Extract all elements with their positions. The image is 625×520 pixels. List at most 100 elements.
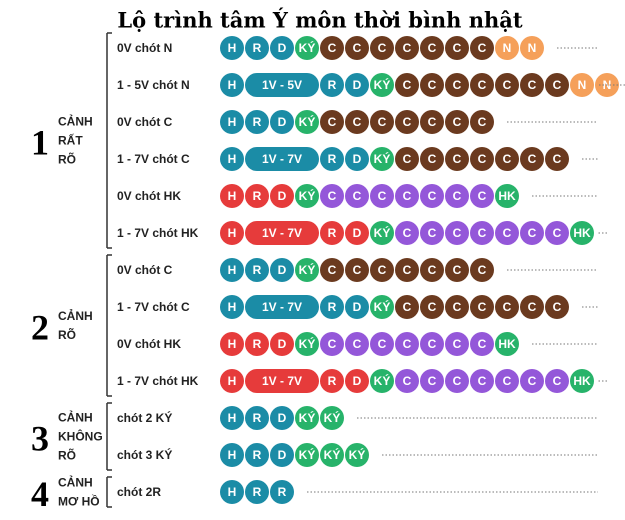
token: [420, 73, 444, 97]
token: [445, 369, 469, 393]
token: [245, 406, 269, 430]
token: [495, 221, 519, 245]
token-label: D: [353, 78, 362, 92]
token-label: C: [528, 226, 537, 240]
token: [245, 369, 319, 393]
token: [370, 369, 394, 393]
token-label: KÝ: [349, 447, 366, 462]
token-label: R: [253, 115, 262, 129]
token: [295, 36, 319, 60]
token: [220, 480, 244, 504]
token-label: C: [453, 226, 462, 240]
token-label: H: [228, 300, 237, 314]
token: [220, 406, 244, 430]
token-label: C: [403, 300, 412, 314]
group-label: RÕ: [58, 152, 76, 167]
token-label: H: [228, 485, 237, 499]
token-label: C: [353, 337, 362, 351]
token: [495, 295, 519, 319]
token-label: C: [428, 189, 437, 203]
group-label: KHÔNG: [58, 429, 103, 444]
token-label: H: [228, 41, 237, 55]
token: [270, 258, 294, 282]
token: [495, 332, 519, 356]
token: [545, 295, 569, 319]
token: [320, 221, 344, 245]
token: [370, 36, 394, 60]
token: [570, 369, 594, 393]
token-label: KÝ: [299, 40, 316, 55]
token: [295, 406, 319, 430]
token-label: H: [228, 337, 237, 351]
token: [320, 110, 344, 134]
token-label: R: [253, 485, 262, 499]
title: Lộ trình tâm Ý môn thời bình nhật: [117, 8, 523, 33]
token: [245, 332, 269, 356]
token-label: KÝ: [299, 336, 316, 351]
token: [470, 295, 494, 319]
token-label: C: [478, 300, 487, 314]
token: [345, 332, 369, 356]
token: [320, 184, 344, 208]
token: [545, 147, 569, 171]
token-label: D: [278, 448, 287, 462]
token: [245, 443, 269, 467]
token-label: C: [428, 300, 437, 314]
token-label: R: [253, 337, 262, 351]
token: [495, 73, 519, 97]
token-label: D: [278, 41, 287, 55]
token: [220, 258, 244, 282]
token: [470, 184, 494, 208]
group-number: 3: [31, 419, 49, 459]
token-label: 1V - 7V: [262, 152, 302, 166]
token: [320, 73, 344, 97]
token: [445, 36, 469, 60]
token-label: C: [403, 374, 412, 388]
token: [220, 369, 244, 393]
token: [295, 443, 319, 467]
token-label: KÝ: [324, 447, 341, 462]
token-label: C: [453, 263, 462, 277]
token: [245, 221, 319, 245]
token-label: C: [353, 115, 362, 129]
row-label: 1 - 7V chót C: [117, 152, 190, 166]
token: [370, 295, 394, 319]
token: [495, 147, 519, 171]
token: [320, 369, 344, 393]
token: [370, 258, 394, 282]
token-label: C: [503, 78, 512, 92]
token: [220, 147, 244, 171]
token-label: C: [453, 374, 462, 388]
token-label: C: [328, 337, 337, 351]
token-label: C: [478, 374, 487, 388]
token: [245, 110, 269, 134]
token: [470, 73, 494, 97]
token-label: C: [528, 374, 537, 388]
token: [545, 369, 569, 393]
token: [345, 443, 369, 467]
token: [420, 369, 444, 393]
token: [520, 369, 544, 393]
token: [570, 221, 594, 245]
token: [370, 73, 394, 97]
token-label: C: [503, 374, 512, 388]
token-label: R: [278, 485, 287, 499]
row-label: 0V chót C: [117, 115, 173, 129]
token-label: HK: [498, 337, 516, 351]
token: [520, 73, 544, 97]
token-label: R: [328, 300, 337, 314]
token: [345, 184, 369, 208]
token: [370, 110, 394, 134]
token-label: KÝ: [374, 225, 391, 240]
token-label: 1V - 7V: [262, 226, 302, 240]
token-label: C: [378, 263, 387, 277]
token-label: C: [553, 300, 562, 314]
token-label: C: [478, 189, 487, 203]
token-label: C: [378, 115, 387, 129]
token-label: C: [453, 78, 462, 92]
token-label: C: [478, 337, 487, 351]
token: [345, 295, 369, 319]
token: [245, 73, 319, 97]
token-label: C: [453, 41, 462, 55]
token: [470, 258, 494, 282]
